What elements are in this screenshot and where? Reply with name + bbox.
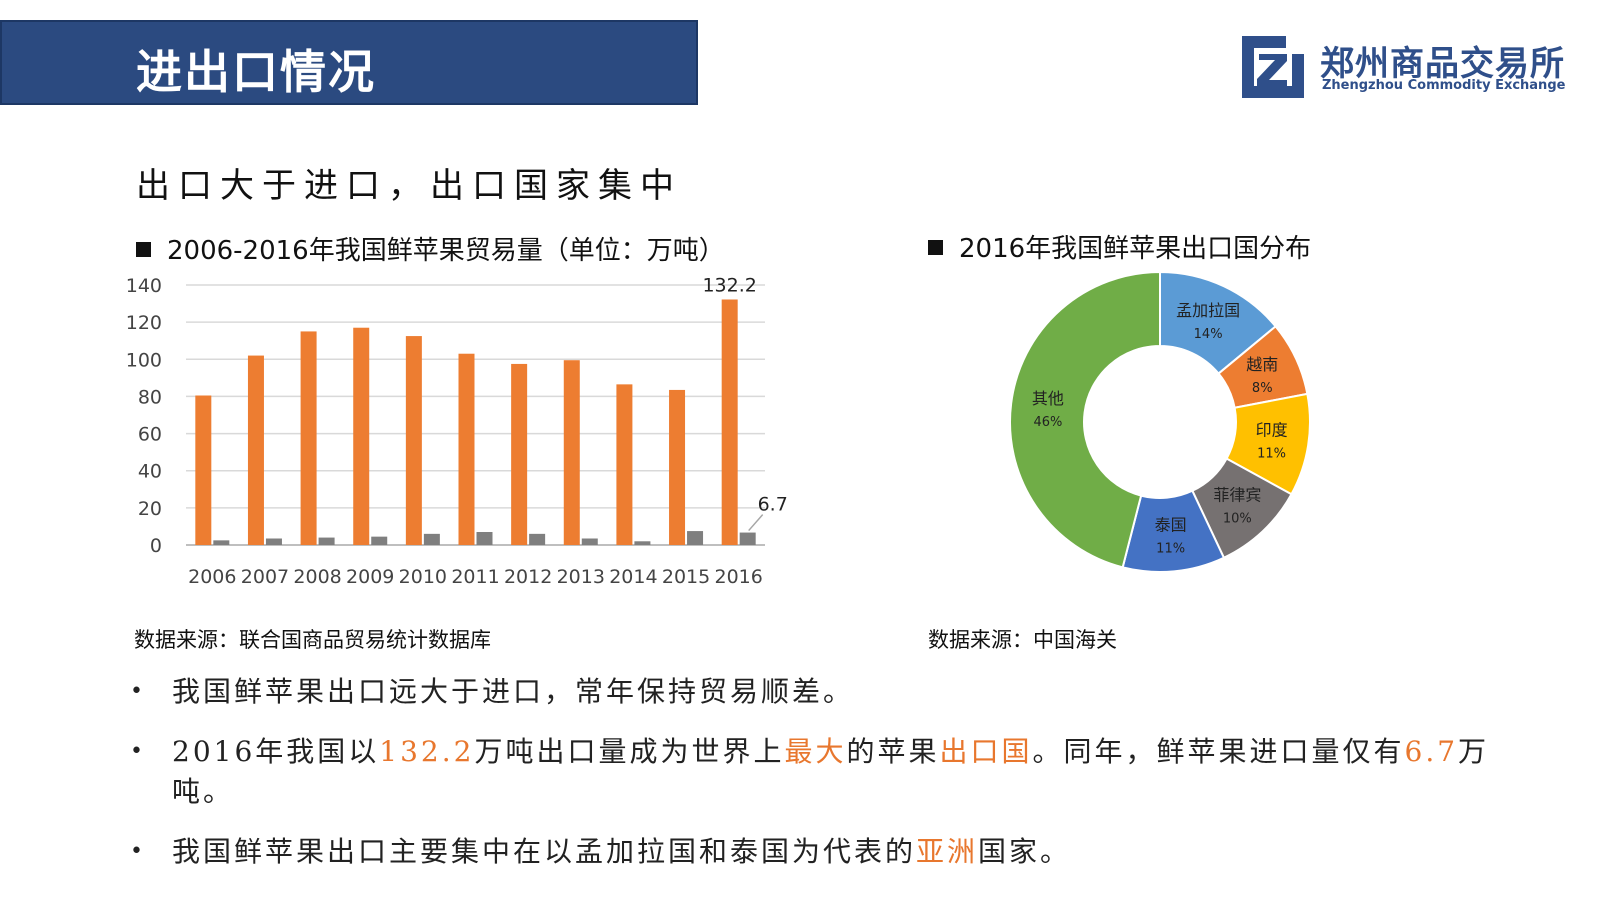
bar [265, 538, 282, 545]
page-title: 进出口情况 [136, 45, 376, 99]
donut-slice [1010, 272, 1161, 569]
bar [669, 389, 686, 545]
pie-chart-source: 数据来源：中国海关 [928, 628, 1117, 652]
bar [634, 541, 651, 545]
bar [300, 331, 317, 545]
bullet-text: 国家。 [978, 835, 1072, 868]
bar [739, 532, 756, 545]
highlight-text: 6.7 [1404, 735, 1459, 768]
highlight-text: 132.2 [379, 735, 475, 768]
bar [423, 533, 440, 545]
slice-percent: 8% [1252, 381, 1273, 396]
y-tick-label: 120 [126, 312, 162, 334]
data-label: 6.7 [758, 494, 788, 516]
bar [353, 327, 370, 545]
highlight-text: 亚洲 [916, 835, 979, 868]
highlight-text: 最大 [784, 735, 847, 768]
bar [476, 532, 493, 545]
bar [721, 299, 738, 545]
slice-label: 越南 [1246, 355, 1278, 374]
x-tick-label: 2012 [504, 566, 552, 588]
bar [458, 353, 475, 545]
pie-chart-heading: 2016年我国鲜苹果出口国分布 [928, 228, 1311, 265]
slice-label: 泰国 [1155, 515, 1187, 534]
y-tick-label: 100 [126, 349, 162, 371]
bar [511, 363, 528, 545]
bar [213, 540, 230, 545]
bar [616, 384, 633, 545]
y-tick-label: 20 [138, 498, 162, 520]
bullet-dot-icon: • [130, 679, 146, 704]
slice-percent: 11% [1257, 447, 1286, 462]
slice-label: 印度 [1256, 421, 1288, 440]
x-tick-label: 2008 [293, 566, 341, 588]
exchange-logo: 郑州商品交易所 Zhengzhou Commodity Exchange [1242, 36, 1572, 102]
y-tick-label: 80 [138, 386, 162, 408]
bar [318, 537, 335, 545]
square-bullet-icon [136, 242, 151, 257]
slice-percent: 11% [1156, 541, 1185, 556]
donut-chart: 孟加拉国 14% 越南 8% 印度 11% 菲律宾 10% 泰国 11% 其他 46% [1010, 272, 1311, 573]
bar-chart-source: 数据来源：联合国商品贸易统计数据库 [134, 628, 491, 652]
y-tick-label: 0 [150, 535, 162, 557]
square-bullet-icon [928, 240, 943, 255]
logo-name-en: Zhengzhou Commodity Exchange [1322, 78, 1566, 93]
x-tick-label: 2009 [346, 566, 394, 588]
x-tick-label: 2011 [451, 566, 499, 588]
slice-label: 菲律宾 [1213, 485, 1261, 504]
bullet-text: 我国鲜苹果出口主要集中在以孟加拉国和泰国为代表的 [172, 835, 917, 868]
y-tick-label: 40 [138, 461, 162, 483]
bullet-text: 2016年我国以 [172, 735, 380, 768]
bullet-text: 我国鲜苹果出口远大于进口，常年保持贸易顺差。 [172, 675, 855, 708]
bullet-text: 的苹果 [846, 735, 940, 768]
bar [371, 536, 388, 545]
bullet-dot-icon: • [130, 739, 146, 764]
x-tick-label: 2013 [557, 566, 605, 588]
slice-percent: 10% [1223, 511, 1252, 526]
x-tick-label: 2015 [662, 566, 710, 588]
x-tick-label: 2010 [399, 566, 447, 588]
bar [581, 538, 598, 545]
x-tick-label: 2014 [609, 566, 657, 588]
bullet-dot-icon: • [130, 839, 146, 864]
y-tick-label: 60 [138, 424, 162, 446]
bullet-item: • 2016年我国以132.2万吨出口量成为世界上最大的苹果出口国。同年，鲜苹果进… [128, 732, 1518, 812]
zce-logo-icon [1242, 36, 1304, 98]
bullet-item: • 我国鲜苹果出口主要集中在以孟加拉国和泰国为代表的亚洲国家。 [128, 832, 1518, 872]
slice-percent: 46% [1033, 415, 1062, 430]
bullet-text: 。同年，鲜苹果进口量仅有 [1032, 735, 1405, 768]
slice-percent: 14% [1194, 327, 1223, 342]
bar-chart-heading: 2006-2016年我国鲜苹果贸易量（单位：万吨） [136, 230, 725, 267]
bar-chart-title: 2006-2016年我国鲜苹果贸易量（单位：万吨） [167, 236, 725, 266]
y-tick-label: 140 [126, 275, 162, 297]
bullet-text: 万吨。 [172, 735, 1490, 808]
title-bar: 进出口情况 [0, 20, 698, 105]
x-tick-label: 2007 [241, 566, 289, 588]
x-tick-label: 2016 [715, 566, 763, 588]
bar [687, 531, 704, 545]
highlight-text: 出口国 [939, 735, 1033, 768]
data-label: 132.2 [702, 275, 756, 296]
slice-label: 其他 [1032, 389, 1064, 408]
leader-line [748, 514, 764, 532]
x-tick-label: 2006 [188, 566, 236, 588]
bullet-item: • 我国鲜苹果出口远大于进口，常年保持贸易顺差。 [128, 672, 1518, 712]
bar [529, 533, 546, 545]
slice-label: 孟加拉国 [1176, 301, 1240, 320]
section-subtitle: 出口大于进口，出口国家集中 [136, 166, 682, 206]
bullet-list: • 我国鲜苹果出口远大于进口，常年保持贸易顺差。 • 2016年我国以132.2万吨出… [128, 672, 1518, 892]
pie-chart-title: 2016年我国鲜苹果出口国分布 [959, 234, 1312, 264]
bar [563, 360, 580, 545]
bar [195, 395, 212, 545]
bar [405, 336, 422, 545]
bar [247, 355, 264, 545]
bullet-text: 万吨出口量成为世界上 [474, 735, 785, 768]
logo-name-cn: 郑州商品交易所 [1320, 44, 1565, 84]
